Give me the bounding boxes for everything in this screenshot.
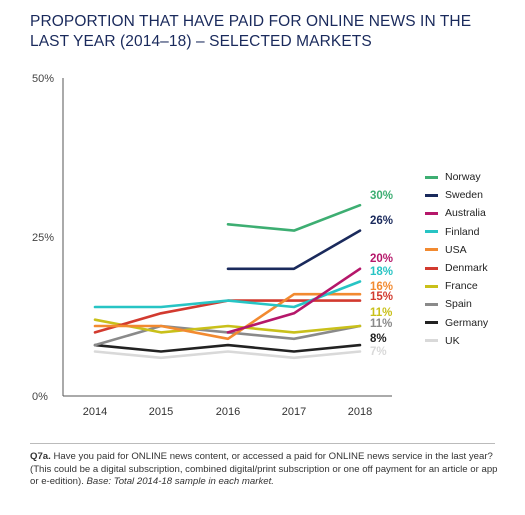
series-line-germany <box>93 343 362 353</box>
legend-item-germany: Germany <box>425 314 525 332</box>
y-tick-label: 0% <box>32 391 48 403</box>
footnote-question: Have you paid for ONLINE news content, o… <box>30 451 498 487</box>
legend-swatch <box>425 175 438 179</box>
footnote: Q7a. Have you paid for ONLINE news conte… <box>30 451 500 489</box>
footnote-question-label: Q7a. <box>30 451 51 462</box>
legend-swatch <box>425 339 438 343</box>
legend-item-norway: Norway <box>425 168 525 186</box>
x-tick-label: 2017 <box>282 406 306 418</box>
legend-item-usa: USA <box>425 241 525 259</box>
legend-label: Australia <box>445 207 486 220</box>
end-label-denmark: 15% <box>370 291 393 303</box>
legend-item-finland: Finland <box>425 223 525 241</box>
legend-item-denmark: Denmark <box>425 259 525 277</box>
legend-item-spain: Spain <box>425 295 525 313</box>
footnote-base-text: Total 2014-18 sample in each market. <box>111 476 274 487</box>
y-tick-label: 50% <box>32 73 54 85</box>
series-line-uk <box>93 350 362 360</box>
series-line-australia <box>226 267 362 334</box>
x-tick-label: 2018 <box>348 406 372 418</box>
end-label-france: 11% <box>370 307 392 319</box>
legend-item-australia: Australia <box>425 204 525 222</box>
end-label-sweden: 26% <box>370 215 393 227</box>
chart-legend: Norway Sweden Australia Finland USA Denmark Fr… <box>425 168 525 350</box>
x-tick-label: 2015 <box>149 406 173 418</box>
legend-swatch <box>425 321 438 325</box>
line-chart: 0% 25% 50% 2014 2015 2016 2017 2018 30% 26% 20%18%… <box>32 73 393 418</box>
legend-swatch <box>425 230 438 234</box>
legend-swatch <box>425 266 438 270</box>
chart-title: PROPORTION THAT HAVE PAID FOR ONLINE NEW… <box>30 13 472 50</box>
legend-label: Finland <box>445 225 480 238</box>
legend-label: Denmark <box>445 262 488 275</box>
legend-swatch <box>425 284 438 288</box>
y-tick-label: 25% <box>32 232 54 244</box>
series-line-sweden <box>226 229 362 271</box>
legend-label: France <box>445 280 478 293</box>
footnote-base-label: Base: <box>86 476 112 487</box>
end-label-spain: 11% <box>370 318 392 330</box>
legend-label: Germany <box>445 316 489 329</box>
x-tick-label: 2016 <box>216 406 240 418</box>
legend-item-uk: UK <box>425 332 525 350</box>
series-line-usa <box>93 292 362 341</box>
legend-label: Norway <box>445 171 481 184</box>
end-label-uk: 7% <box>370 346 387 358</box>
end-label-finland: 18% <box>370 266 393 278</box>
legend-item-france: France <box>425 277 525 295</box>
end-label-germany: 8% <box>370 333 387 345</box>
legend-label: UK <box>445 334 460 347</box>
series-line-norway <box>226 203 362 232</box>
end-label-usa: 16% <box>370 281 393 293</box>
series-line-france <box>93 318 362 334</box>
end-label-australia: 20% <box>370 253 393 265</box>
legend-swatch <box>425 248 438 252</box>
legend-label: Sweden <box>445 189 483 202</box>
legend-label: Spain <box>445 298 472 311</box>
footnote-divider <box>30 443 495 444</box>
legend-swatch <box>425 302 438 306</box>
end-label-norway: 30% <box>370 190 393 202</box>
legend-swatch <box>425 193 438 197</box>
legend-label: USA <box>445 243 467 256</box>
legend-item-sweden: Sweden <box>425 186 525 204</box>
x-tick-label: 2014 <box>83 406 107 418</box>
legend-swatch <box>425 211 438 215</box>
